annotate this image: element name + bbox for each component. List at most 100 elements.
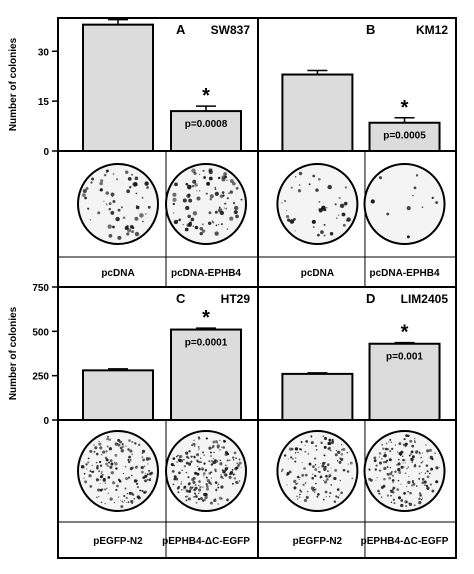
- colony-dot: [208, 460, 211, 463]
- colony-dot: [131, 493, 135, 496]
- colony-dot: [105, 450, 108, 453]
- colony-dot: [131, 474, 133, 477]
- colony-dot: [391, 447, 394, 450]
- colony-dot: [214, 231, 219, 236]
- colony-dot: [146, 478, 149, 481]
- colony-dot: [401, 455, 404, 458]
- colony-dot: [139, 213, 144, 218]
- colony-dot: [193, 442, 196, 446]
- colony-dot: [215, 224, 218, 227]
- colony-dot: [172, 457, 176, 460]
- colony-dot: [205, 192, 208, 195]
- colony-dot: [182, 224, 184, 226]
- cell-line-name: HT29: [221, 292, 251, 306]
- colony-dot: [373, 456, 377, 460]
- colony-dot: [431, 196, 434, 200]
- colony-dot: [100, 501, 103, 504]
- colony-dot: [109, 208, 112, 210]
- colony-dot: [124, 465, 127, 468]
- colony-dot: [294, 457, 297, 459]
- colony-dot: [419, 492, 421, 495]
- colony-dot: [94, 446, 98, 450]
- colony-dot: [375, 479, 377, 481]
- colony-dot: [299, 493, 301, 496]
- colony-dot: [210, 455, 212, 457]
- colony-dot: [87, 457, 90, 460]
- colony-dot: [340, 452, 344, 456]
- colony-dot: [193, 455, 196, 458]
- colony-dot: [297, 451, 299, 454]
- colony-dot: [131, 441, 134, 444]
- colony-dot: [406, 235, 410, 239]
- colony-dot: [337, 496, 340, 499]
- colony-dot: [431, 489, 435, 493]
- colony-dot: [204, 468, 208, 472]
- colony-dot: [172, 202, 175, 206]
- colony-dot: [125, 445, 127, 447]
- colony-dot: [329, 491, 332, 495]
- colony-dot: [323, 208, 327, 212]
- colony-dot: [322, 498, 325, 501]
- colony-dot: [297, 189, 302, 193]
- colony-dot: [221, 191, 225, 194]
- colony-dot: [105, 458, 109, 462]
- colony-dot: [375, 464, 378, 467]
- colony-dot: [324, 490, 328, 494]
- colony-dot: [383, 453, 387, 458]
- colony-dot: [196, 196, 201, 201]
- colony-dot: [347, 463, 349, 465]
- colony-dot: [318, 177, 321, 181]
- plate-rim: [276, 163, 359, 245]
- colony-dot: [302, 483, 305, 487]
- colony-dot: [105, 462, 108, 466]
- colony-dot: [145, 213, 147, 215]
- colony-dot: [131, 453, 133, 456]
- colony-dot: [109, 497, 113, 501]
- colony-dot: [400, 450, 404, 454]
- colony-dot: [415, 485, 418, 487]
- colony-dot: [91, 464, 93, 466]
- colony-dot: [418, 497, 421, 501]
- colony-dot: [185, 205, 190, 211]
- colony-dot: [144, 479, 147, 483]
- colony-dot: [209, 501, 213, 505]
- colony-dot: [283, 454, 287, 457]
- colony-dot: [81, 193, 86, 198]
- colony-dot: [318, 200, 321, 203]
- colony-dot: [140, 465, 144, 470]
- colony-dot: [294, 176, 297, 178]
- colony-dot: [170, 462, 174, 467]
- colony-dot: [214, 481, 218, 484]
- colony-dot: [185, 499, 188, 502]
- colony-dot: [381, 457, 383, 460]
- colony-dot: [209, 481, 211, 483]
- colony-dot: [121, 445, 125, 448]
- colony-dot: [95, 452, 99, 456]
- colony-dot: [438, 466, 440, 468]
- colony-dot: [85, 186, 89, 190]
- plate-rim: [363, 163, 446, 245]
- colony-dot: [196, 472, 200, 476]
- colony-dot: [404, 462, 406, 464]
- colony-dot: [398, 471, 402, 475]
- colony-dot: [229, 471, 233, 475]
- colony-dot: [193, 488, 196, 492]
- colony-dot: [420, 461, 423, 464]
- colony-dot: [326, 463, 330, 466]
- colony-dot: [323, 223, 326, 226]
- colony-dot: [105, 203, 108, 205]
- colony-dot: [87, 461, 90, 464]
- colony-dot: [197, 492, 199, 494]
- colony-dot: [199, 497, 203, 500]
- colony-dot: [203, 454, 206, 457]
- colony-dot: [390, 489, 394, 494]
- colony-dot: [85, 463, 88, 466]
- colony-dot: [181, 469, 183, 471]
- colony-dot: [84, 196, 87, 200]
- colony-dot: [195, 453, 200, 457]
- colony-dot: [421, 497, 423, 499]
- colony-dot: [127, 228, 132, 233]
- y-tick-label: 0: [43, 147, 49, 158]
- colony-dot: [344, 186, 348, 189]
- colony-dot: [142, 476, 146, 479]
